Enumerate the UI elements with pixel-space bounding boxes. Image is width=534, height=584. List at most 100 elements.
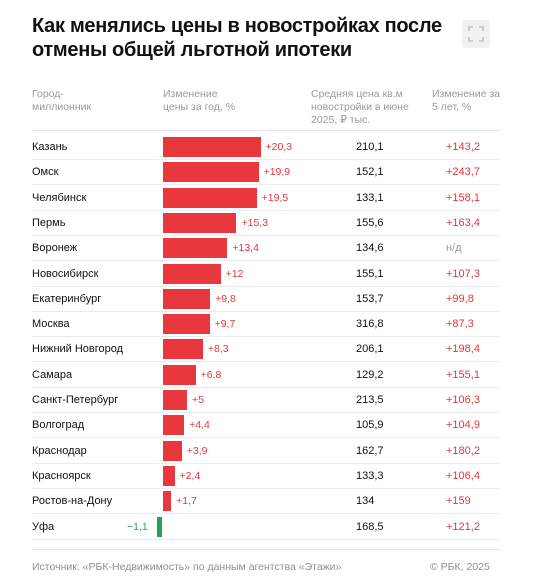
table-row: Казань +20,3 210,1 +143,2: [0, 135, 534, 160]
bar-value-label: +15,3: [241, 216, 269, 229]
header-city: Город-миллионник: [32, 88, 92, 113]
bar: [163, 263, 221, 284]
table-row: Уфа −1,1 168,5 +121,2: [0, 515, 534, 540]
city-label: Уфа: [32, 520, 55, 533]
bar: [163, 339, 203, 360]
expand-icon: [468, 26, 484, 42]
bar-value-label: +2,4: [179, 469, 201, 482]
change-5y-value: н/д: [446, 242, 462, 255]
change-5y-value: +163,4: [446, 216, 480, 229]
bar-value-label: +3,9: [186, 444, 208, 457]
city-label: Самара: [32, 368, 73, 381]
bar: [163, 390, 187, 410]
row-divider: [32, 538, 500, 540]
city-label: Челябинск: [32, 191, 87, 204]
row-divider: [32, 234, 500, 236]
bar-value-label: +1,7: [176, 495, 197, 508]
avg-price-value: 105,9: [356, 419, 384, 432]
change-5y-value: +106,4: [446, 469, 480, 482]
bar-value-label: +4,4: [189, 419, 210, 432]
bar: [163, 187, 257, 208]
bar: [163, 364, 196, 385]
avg-price-value: 133,3: [356, 469, 384, 482]
table-row: Краснодар +3,9 162,7 +180,2: [0, 439, 534, 464]
expand-button[interactable]: [462, 20, 490, 48]
row-divider: [32, 159, 500, 160]
change-5y-value: +143,2: [446, 141, 480, 153]
row-divider: [32, 310, 500, 312]
bar: [163, 212, 237, 233]
city-label: Москва: [32, 318, 70, 331]
header-change-year: Изменение цены за год, %: [163, 88, 236, 113]
city-label: Красноярск: [32, 469, 91, 482]
avg-price-value: 210,1: [356, 141, 384, 153]
bar-value-label: +9,8: [215, 292, 236, 305]
header-avg-price: Средняя цена кв.м новостройки в июне 202…: [311, 88, 409, 126]
city-label: Казань: [32, 141, 68, 153]
bar-value-label: +19,5: [261, 191, 289, 204]
row-divider: [32, 184, 500, 186]
change-5y-value: +87,3: [446, 318, 474, 331]
row-divider: [32, 260, 500, 262]
avg-price-value: 168,5: [356, 520, 384, 533]
row-divider: [32, 513, 500, 515]
table-row: Нижний Новгород +8,3 206,1 +198,4: [0, 337, 534, 363]
avg-price-value: 134: [356, 495, 375, 508]
bar: [163, 162, 259, 183]
bar-value-label: +12: [225, 267, 244, 280]
avg-price-value: 206,1: [356, 343, 384, 356]
table-row: Ростов-на-Дону +1,7 134 +159: [0, 489, 534, 515]
table-row: Екатеринбург +9,8 153,7 +99,8: [0, 287, 534, 312]
avg-price-value: 155,6: [356, 216, 384, 229]
avg-price-value: 129,2: [356, 368, 384, 381]
table-row: Новосибирск +12 155,1 +107,3: [0, 262, 534, 287]
bar: [163, 491, 172, 512]
bar-value-label: +19,9: [263, 166, 291, 179]
table-row: Воронеж +13,4 134,6 н/д: [0, 236, 534, 262]
change-5y-value: +107,3: [446, 267, 480, 280]
row-divider: [32, 209, 500, 211]
bar-value-label: +8,3: [207, 343, 229, 356]
header-divider: [32, 130, 500, 131]
table-row: Волгоград +4,4 105,9 +104,9: [0, 413, 534, 439]
change-5y-value: +158,1: [446, 191, 480, 204]
bar-value-label: +5: [192, 394, 204, 406]
bar: [157, 516, 163, 537]
city-label: Воронеж: [32, 242, 78, 255]
chart-title: Как менялись цены в новостройках после о…: [32, 15, 442, 61]
bar: [163, 137, 261, 157]
change-5y-value: +159: [446, 495, 471, 508]
bar: [163, 288, 211, 309]
avg-price-value: 133,1: [356, 191, 384, 204]
bar: [163, 415, 185, 436]
avg-price-value: 316,8: [356, 318, 384, 331]
bar-value-label: +13,4: [232, 242, 259, 255]
change-5y-value: +104,9: [446, 419, 480, 432]
city-label: Нижний Новгород: [32, 343, 124, 356]
row-divider: [32, 437, 500, 439]
avg-price-value: 134,6: [356, 242, 384, 255]
change-5y-value: +99,8: [446, 292, 474, 305]
copyright: © РБК, 2025: [430, 561, 490, 573]
table-row: Пермь +15,3 155,6 +163,4: [0, 211, 534, 236]
avg-price-value: 153,7: [356, 292, 384, 305]
bar: [163, 314, 210, 335]
avg-price-value: 162,7: [356, 444, 384, 457]
city-label: Пермь: [32, 216, 66, 229]
change-5y-value: +180,2: [446, 444, 480, 457]
row-divider: [32, 386, 500, 388]
source-note: Источник: «РБК-Недвижимость» по данным а…: [32, 561, 342, 573]
change-5y-value: +121,2: [446, 520, 480, 533]
table-row: Омск +19,9 152,1 +243,7: [0, 160, 534, 186]
avg-price-value: 155,1: [356, 267, 384, 280]
table-row: Санкт-Петербург +5 213,5 +106,3: [0, 388, 534, 413]
city-label: Новосибирск: [32, 267, 99, 280]
change-5y-value: +243,7: [446, 166, 480, 179]
avg-price-value: 213,5: [356, 394, 384, 406]
avg-price-value: 152,1: [356, 166, 384, 179]
change-5y-value: +155,1: [446, 368, 480, 381]
city-label: Санкт-Петербург: [32, 394, 119, 406]
city-label: Волгоград: [32, 419, 85, 432]
bar-value-label: +20,3: [265, 141, 293, 153]
